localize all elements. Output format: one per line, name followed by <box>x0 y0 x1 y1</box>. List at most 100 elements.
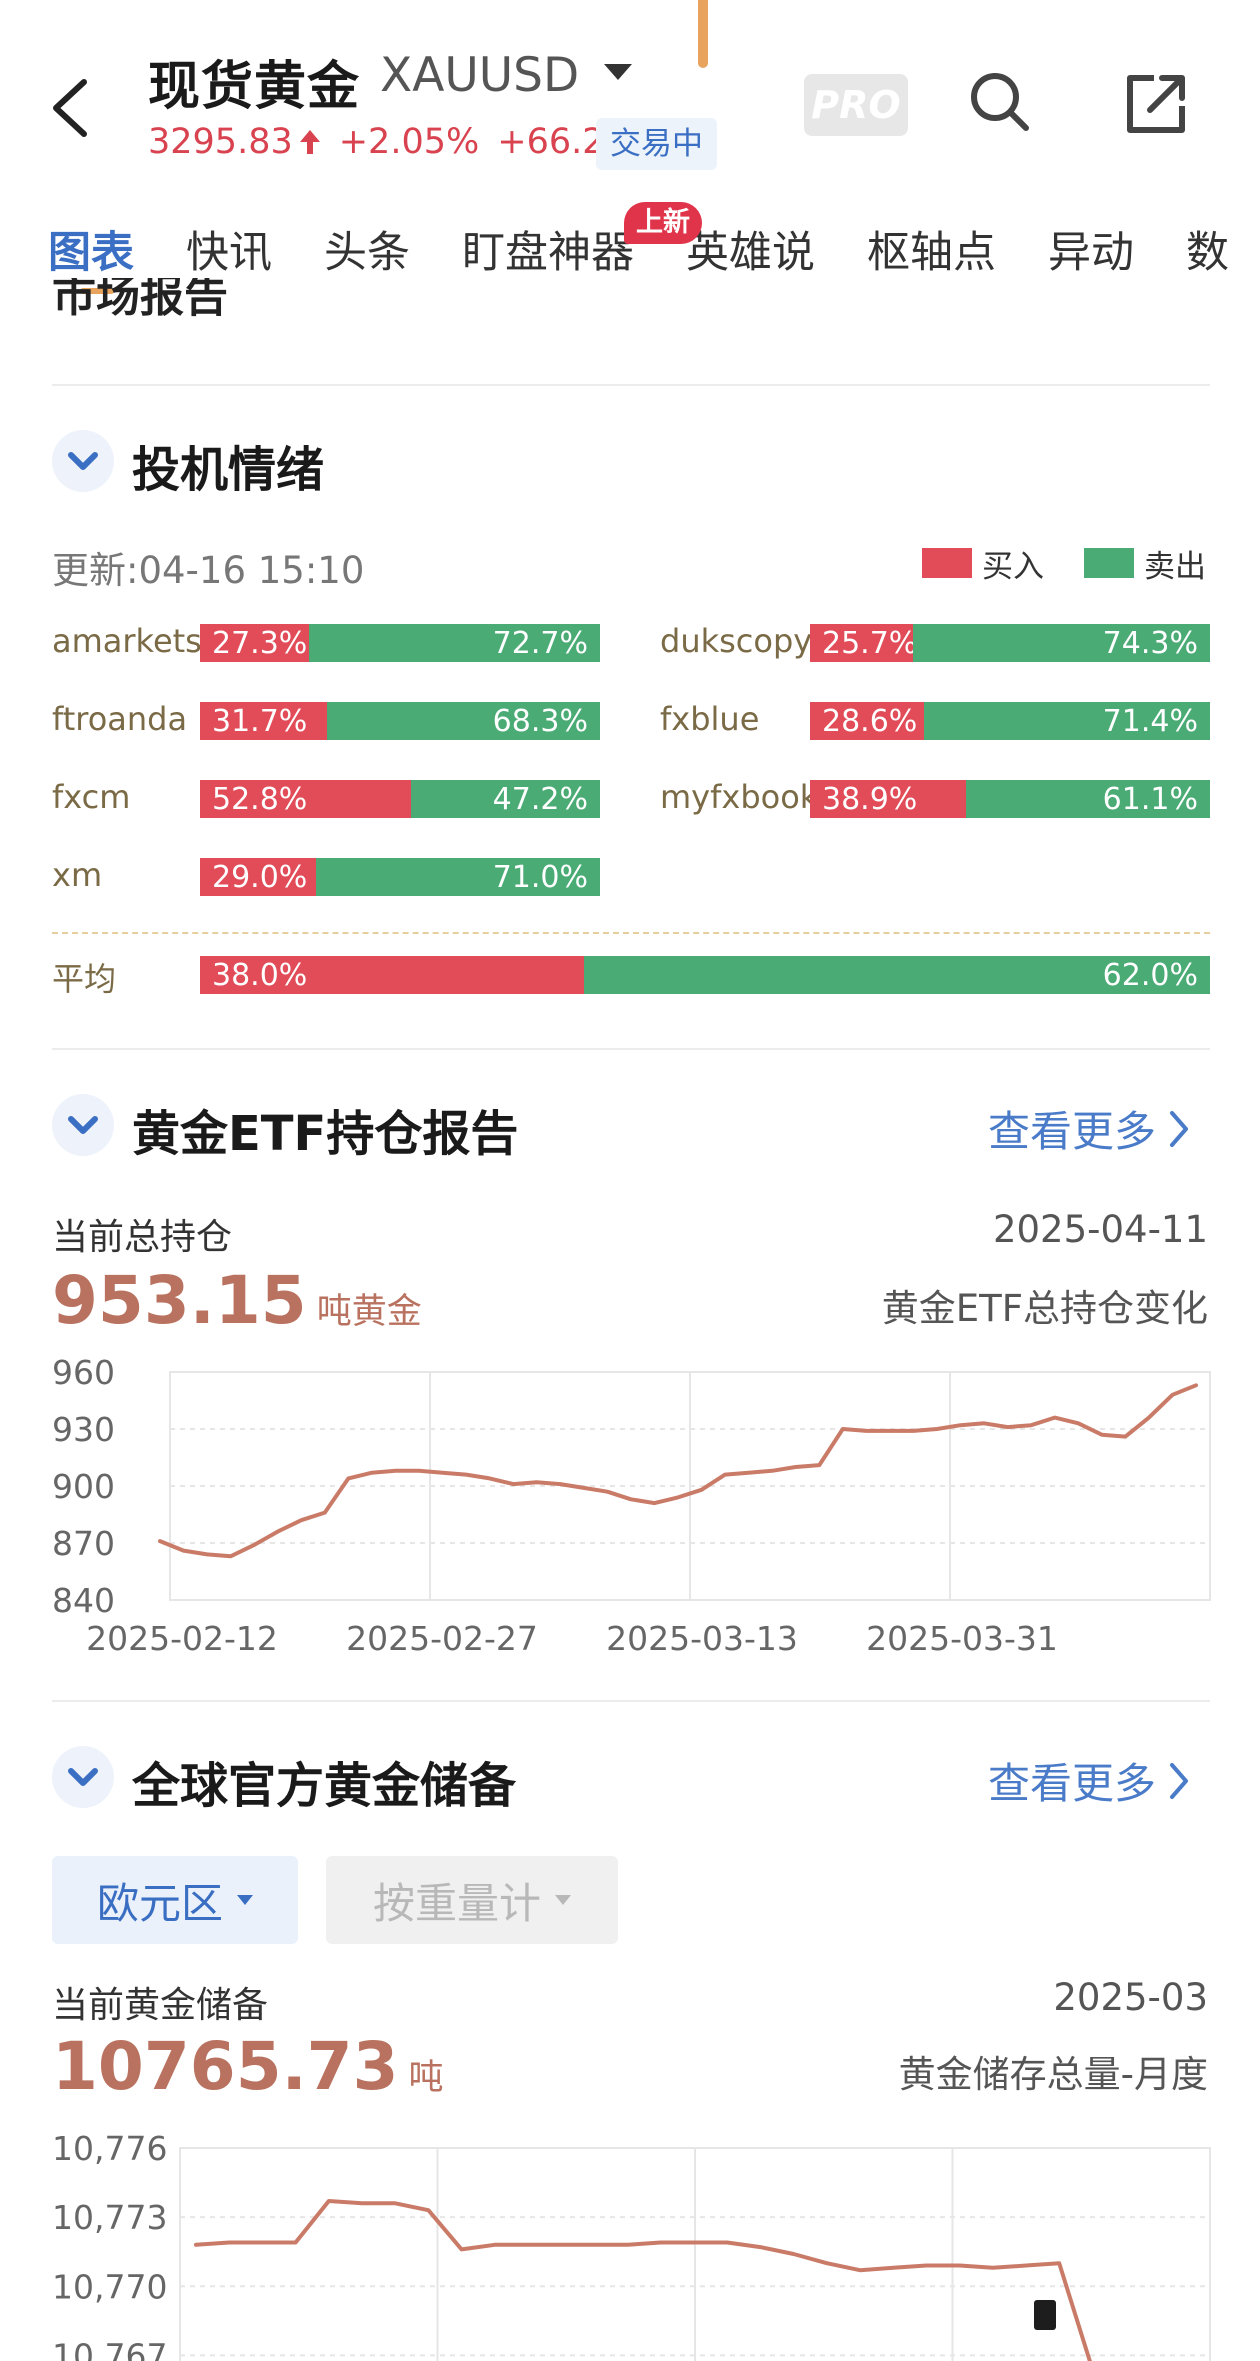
buy-segment: 25.7% <box>810 624 917 662</box>
tab-flash-news[interactable]: 快讯 <box>186 228 272 278</box>
collapse-etf-button[interactable] <box>52 1094 114 1156</box>
tab-heroes[interactable]: 英雄说 <box>686 228 815 278</box>
sell-segment: 68.3% <box>326 702 600 740</box>
y-tick-label: 840 <box>52 1581 115 1620</box>
caret-down-icon <box>237 1895 253 1905</box>
reserves-chart-description: 黄金储存总量-月度 <box>898 2053 1208 2096</box>
buy-segment: 38.9% <box>810 780 966 818</box>
broker-name: dukscopy <box>660 622 813 660</box>
legend-buy-swatch <box>922 548 972 578</box>
etf-view-more-link[interactable]: 查看更多 <box>988 1098 1190 1159</box>
broker-name: fxcm <box>52 778 131 816</box>
search-button[interactable] <box>968 70 1032 134</box>
etf-value-row: 953.15 吨黄金 <box>52 1262 422 1339</box>
sentiment-bar: 25.7% 74.3% <box>810 624 1210 662</box>
broker-name: fxblue <box>660 700 760 738</box>
reserves-total-value: 10765.73 <box>52 2028 399 2105</box>
caret-down-icon[interactable] <box>604 64 632 80</box>
x-tick-label: 2025-02-12 <box>86 1619 278 1658</box>
collapse-sentiment-button[interactable] <box>52 430 114 492</box>
divider <box>52 384 1210 386</box>
y-tick-label: 900 <box>52 1467 115 1506</box>
pro-button[interactable]: PRO <box>804 74 908 136</box>
broker-name: amarkets <box>52 622 202 660</box>
sentiment-title: 投机情绪 <box>132 442 325 498</box>
price-row: 3295.83 +2.05% +66.29 <box>148 122 627 162</box>
chevron-right-icon <box>1170 1110 1189 1147</box>
sentiment-bar: 52.8% 47.2% <box>200 780 600 818</box>
sell-segment: 71.0% <box>316 858 600 896</box>
y-tick-label: 10,767 <box>52 2336 167 2361</box>
region-dropdown[interactable]: 欧元区 <box>52 1856 298 1944</box>
reserves-unit: 吨 <box>408 2058 444 2098</box>
tab-market-watch[interactable]: 盯盘神器 <box>462 228 634 278</box>
chevron-down-icon <box>68 1768 98 1786</box>
average-sell-segment: 62.0% <box>583 956 1210 994</box>
tab-data[interactable]: 数 <box>1186 228 1229 278</box>
sell-segment: 71.4% <box>924 702 1210 740</box>
etf-unit: 吨黄金 <box>316 1292 422 1332</box>
home-indicator <box>1034 2300 1056 2330</box>
change-percent: +2.05% <box>338 122 480 162</box>
share-button[interactable] <box>1124 72 1188 136</box>
tab-bar: 图表 快讯 头条 盯盘神器 英雄说 枢轴点 异动 数 <box>48 218 1260 298</box>
tab-headlines[interactable]: 头条 <box>324 228 410 278</box>
tab-movements[interactable]: 异动 <box>1048 228 1134 278</box>
tab-pivot-points[interactable]: 枢轴点 <box>867 228 996 278</box>
y-tick-label: 960 <box>52 1353 115 1392</box>
etf-chart-description: 黄金ETF总持仓变化 <box>881 1287 1208 1330</box>
x-tick-label: 2025-03-31 <box>866 1619 1058 1658</box>
buy-segment: 31.7% <box>200 702 327 740</box>
active-tab-indicator <box>80 288 114 294</box>
reserves-value-row: 10765.73 吨 <box>52 2028 444 2105</box>
etf-date: 2025-04-11 <box>992 1208 1208 1251</box>
legend-buy: 买入 <box>922 546 1044 585</box>
etf-total-value: 953.15 <box>52 1262 307 1339</box>
y-tick-label: 10,773 <box>52 2198 167 2237</box>
reserves-view-more-link[interactable]: 查看更多 <box>988 1750 1190 1811</box>
sell-segment: 72.7% <box>309 624 600 662</box>
etf-holdings-label: 当前总持仓 <box>52 1217 233 1258</box>
chevron-down-icon <box>68 1116 98 1134</box>
collapse-reserves-button[interactable] <box>52 1746 114 1808</box>
series-line <box>158 1383 1198 1559</box>
search-icon <box>971 73 1029 131</box>
buy-segment: 29.0% <box>200 858 316 896</box>
share-icon <box>1127 75 1185 133</box>
trading-status-badge: 交易中 <box>596 118 717 170</box>
etf-title: 黄金ETF持仓报告 <box>132 1106 519 1162</box>
y-tick-label: 10,770 <box>52 2267 167 2306</box>
y-tick-label: 10,776 <box>52 2129 167 2168</box>
reserves-label: 当前黄金储备 <box>52 1985 269 2026</box>
y-tick-label: 930 <box>52 1410 115 1449</box>
status-indicator <box>698 0 708 68</box>
measure-dropdown[interactable]: 按重量计 <box>326 1856 618 1944</box>
divider <box>52 1700 1210 1702</box>
x-tick-label: 2025-02-27 <box>346 1619 538 1658</box>
tab-chart[interactable]: 图表 <box>48 218 134 294</box>
instrument-name: 现货黄金 <box>148 57 361 117</box>
sentiment-bar: 29.0% 71.0% <box>200 858 600 896</box>
sentiment-bar: 38.9% 61.1% <box>810 780 1210 818</box>
reserves-chart: 10,776 10,773 10,770 10,767 <box>52 2129 1211 2361</box>
sentiment-bar: 27.3% 72.7% <box>200 624 600 662</box>
chevron-left-icon <box>53 79 87 137</box>
series-line <box>194 2199 1092 2361</box>
average-bar: 38.0% 62.0% <box>200 956 1210 994</box>
x-tick-label: 2025-03-13 <box>606 1619 798 1658</box>
back-button[interactable] <box>50 78 90 138</box>
sell-segment: 61.1% <box>965 780 1210 818</box>
last-price: 3295.83 <box>148 122 293 162</box>
legend-sell: 卖出 <box>1084 546 1206 585</box>
market-report-heading: 市场报告 <box>52 278 228 322</box>
sell-segment: 74.3% <box>912 624 1210 662</box>
buy-segment: 27.3% <box>200 624 310 662</box>
broker-name: xm <box>52 856 103 894</box>
reserves-title: 全球官方黄金储备 <box>132 1758 517 1814</box>
buy-segment: 28.6% <box>810 702 925 740</box>
broker-name: ftroanda <box>52 700 188 738</box>
instrument-code[interactable]: XAUUSD <box>380 48 580 103</box>
chevron-right-icon <box>1170 1762 1189 1799</box>
y-tick-label: 870 <box>52 1524 115 1563</box>
